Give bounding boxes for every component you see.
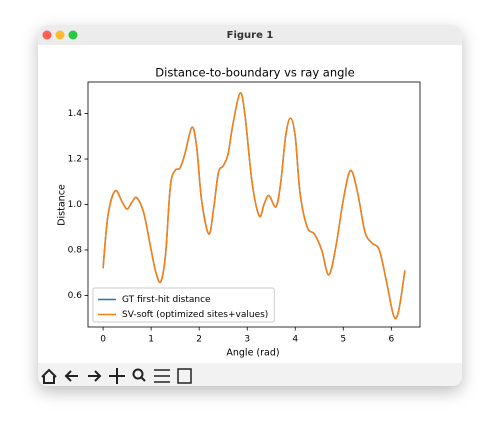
close-button[interactable] (42, 30, 52, 40)
x-axis-label: Angle (rad) (226, 348, 279, 359)
zoom-icon[interactable] (132, 368, 146, 382)
chart-title: Distance-to-boundary vs ray angle (155, 66, 354, 80)
y-tick-label: 1.2 (68, 155, 82, 165)
y-axis-label: Distance (57, 184, 68, 226)
x-tick-label: 6 (388, 335, 394, 345)
title-bar (38, 25, 462, 45)
save-icon[interactable] (177, 368, 192, 384)
legend-label: SV-soft (optimized sites+values) (122, 310, 268, 320)
forward-icon[interactable] (88, 370, 102, 382)
data-line (102, 92, 406, 320)
x-tick-label: 1 (148, 335, 154, 345)
x-tick-label: 0 (100, 335, 106, 345)
pan-icon[interactable] (109, 368, 125, 384)
home-icon[interactable] (41, 368, 57, 384)
toolbar-icons (41, 368, 192, 384)
toolbar (38, 363, 462, 386)
y-tick-label: 0.6 (68, 291, 83, 301)
legend: GT first-hit distance SV-soft (optimized … (92, 287, 275, 323)
x-tick-label: 4 (292, 335, 298, 345)
legend-box (92, 287, 275, 323)
y-tick-label: 0.8 (68, 245, 83, 255)
window-title: Figure 1 (227, 30, 274, 41)
minimize-button[interactable] (55, 30, 65, 40)
zoom-button[interactable] (68, 30, 78, 40)
x-tick-label: 3 (244, 335, 250, 345)
x-tick-label: 2 (196, 335, 202, 345)
x-tick-label: 5 (340, 335, 346, 345)
y-tick-label: 1.4 (68, 109, 83, 119)
plot-frame (87, 81, 421, 328)
y-tick-label: 1.0 (68, 200, 83, 210)
legend-label: GT first-hit distance (122, 295, 211, 305)
back-icon[interactable] (64, 370, 78, 382)
configure-icon[interactable] (154, 369, 170, 383)
